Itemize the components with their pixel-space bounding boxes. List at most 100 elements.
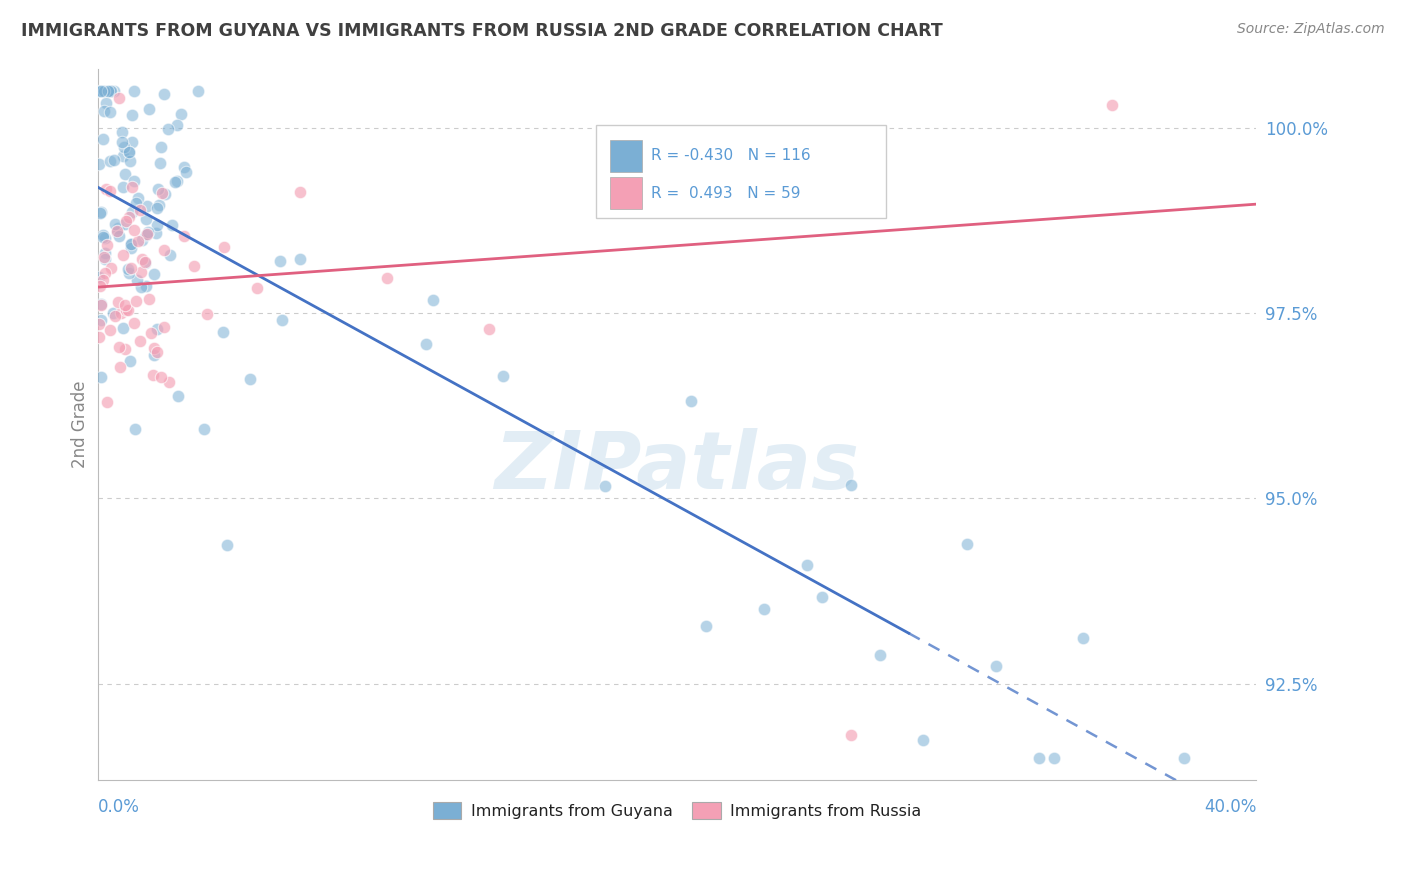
Text: ZIPatlas: ZIPatlas: [495, 428, 859, 506]
Point: [166, 174, 188, 188]
Point: [108, 359, 131, 374]
Point: [122, 174, 145, 188]
Point: [96, 96, 118, 111]
Point: [211, 325, 233, 339]
Point: [956, 537, 979, 551]
Point: [94, 246, 117, 260]
Point: [150, 140, 173, 154]
Point: [87, 329, 110, 343]
Point: [112, 248, 135, 262]
Point: [135, 228, 157, 243]
Point: [101, 306, 124, 320]
Legend: Immigrants from Guyana, Immigrants from Russia: Immigrants from Guyana, Immigrants from …: [426, 796, 928, 825]
Point: [93, 251, 115, 265]
Point: [89, 278, 111, 293]
Point: [118, 145, 141, 159]
Point: [143, 341, 166, 355]
Point: [150, 186, 173, 201]
Point: [93, 103, 115, 118]
Point: [110, 306, 132, 320]
Point: [492, 369, 515, 384]
Point: [96, 237, 118, 252]
FancyBboxPatch shape: [610, 140, 643, 171]
Point: [114, 298, 136, 312]
Point: [148, 198, 170, 212]
Point: [1173, 750, 1195, 764]
Point: [152, 319, 174, 334]
Point: [752, 601, 775, 615]
Y-axis label: 2nd Grade: 2nd Grade: [72, 381, 89, 468]
Point: [174, 164, 197, 178]
Point: [122, 223, 145, 237]
Point: [100, 260, 122, 275]
Point: [118, 145, 141, 159]
Point: [90, 297, 112, 311]
Text: R =  0.493   N = 59: R = 0.493 N = 59: [651, 186, 801, 201]
Point: [90, 313, 112, 327]
Point: [131, 233, 153, 247]
Point: [91, 273, 114, 287]
Point: [135, 227, 157, 241]
Point: [87, 269, 110, 284]
Point: [162, 219, 184, 233]
Point: [90, 84, 112, 98]
Point: [98, 184, 121, 198]
Point: [1101, 97, 1123, 112]
Point: [107, 229, 129, 244]
Point: [839, 478, 862, 492]
Point: [166, 118, 188, 132]
Point: [103, 84, 125, 98]
Point: [111, 180, 134, 194]
Point: [173, 229, 195, 244]
Point: [157, 122, 180, 136]
Point: [89, 206, 111, 220]
Point: [118, 266, 141, 280]
Point: [87, 317, 110, 331]
Point: [90, 297, 112, 311]
Point: [90, 84, 112, 98]
Point: [129, 265, 152, 279]
Point: [121, 180, 143, 194]
Point: [120, 153, 142, 168]
Point: [212, 240, 235, 254]
Point: [89, 84, 111, 98]
Point: [107, 91, 129, 105]
Point: [149, 370, 172, 384]
Point: [110, 125, 132, 139]
Point: [134, 255, 156, 269]
FancyBboxPatch shape: [596, 126, 886, 218]
Point: [165, 175, 187, 189]
Point: [93, 84, 115, 98]
Point: [138, 292, 160, 306]
Point: [142, 348, 165, 362]
Point: [183, 260, 205, 274]
Point: [121, 108, 143, 122]
Point: [114, 167, 136, 181]
Point: [125, 273, 148, 287]
Point: [94, 231, 117, 245]
Point: [105, 225, 128, 239]
Point: [912, 732, 935, 747]
Point: [94, 252, 117, 267]
Point: [135, 212, 157, 227]
Point: [120, 241, 142, 255]
Point: [153, 187, 176, 202]
Point: [146, 202, 169, 216]
Point: [114, 342, 136, 356]
Point: [127, 234, 149, 248]
Point: [111, 148, 134, 162]
Point: [91, 228, 114, 243]
Point: [118, 211, 141, 225]
Point: [105, 224, 128, 238]
Point: [136, 199, 159, 213]
Point: [145, 226, 167, 240]
Point: [93, 132, 115, 146]
Point: [215, 538, 238, 552]
Point: [121, 205, 143, 219]
Point: [134, 254, 156, 268]
Point: [170, 107, 193, 121]
Point: [131, 252, 153, 266]
Point: [96, 394, 118, 409]
Point: [695, 618, 717, 632]
Point: [98, 153, 121, 168]
